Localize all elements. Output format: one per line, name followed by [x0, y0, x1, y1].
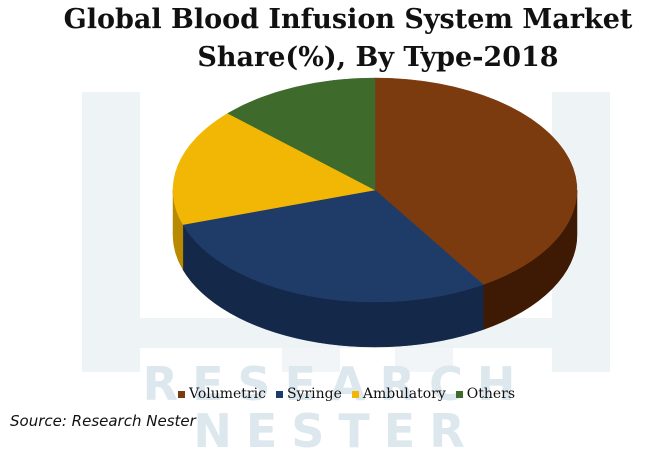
legend-item-others: Others — [455, 386, 516, 402]
legend-item-volumetric: Volumetric — [178, 386, 266, 402]
legend-swatch — [455, 390, 463, 398]
legend-swatch — [178, 390, 185, 398]
watermark-text: RESEARCH — [143, 357, 530, 411]
legend-label: Volumetric — [189, 386, 266, 402]
legend-swatch — [275, 390, 283, 398]
legend-item-syringe: Syringe — [275, 386, 342, 402]
pie-slice-volumetric — [374, 77, 578, 285]
legend-label: Syringe — [286, 386, 342, 402]
watermark-text: NESTER — [193, 404, 478, 450]
legend-label: Ambulatory — [362, 386, 446, 402]
pie-top — [172, 77, 578, 303]
legend-label: Others — [466, 386, 516, 402]
pie-slice-syringe — [182, 189, 484, 303]
chart-title-line1: Global Blood Infusion System Market — [63, 4, 633, 35]
legend-item-ambulatory: Ambulatory — [351, 386, 446, 402]
source-note: Source: Research Nester — [10, 412, 196, 430]
pie-slice-ambulatory — [172, 113, 376, 225]
chart-title-line2: Share(%), By Type-2018 — [197, 42, 559, 73]
pie-slice-others — [227, 77, 376, 191]
legend: Volumetric Syringe Ambulatory Others — [178, 384, 515, 404]
legend-swatch — [351, 390, 359, 398]
